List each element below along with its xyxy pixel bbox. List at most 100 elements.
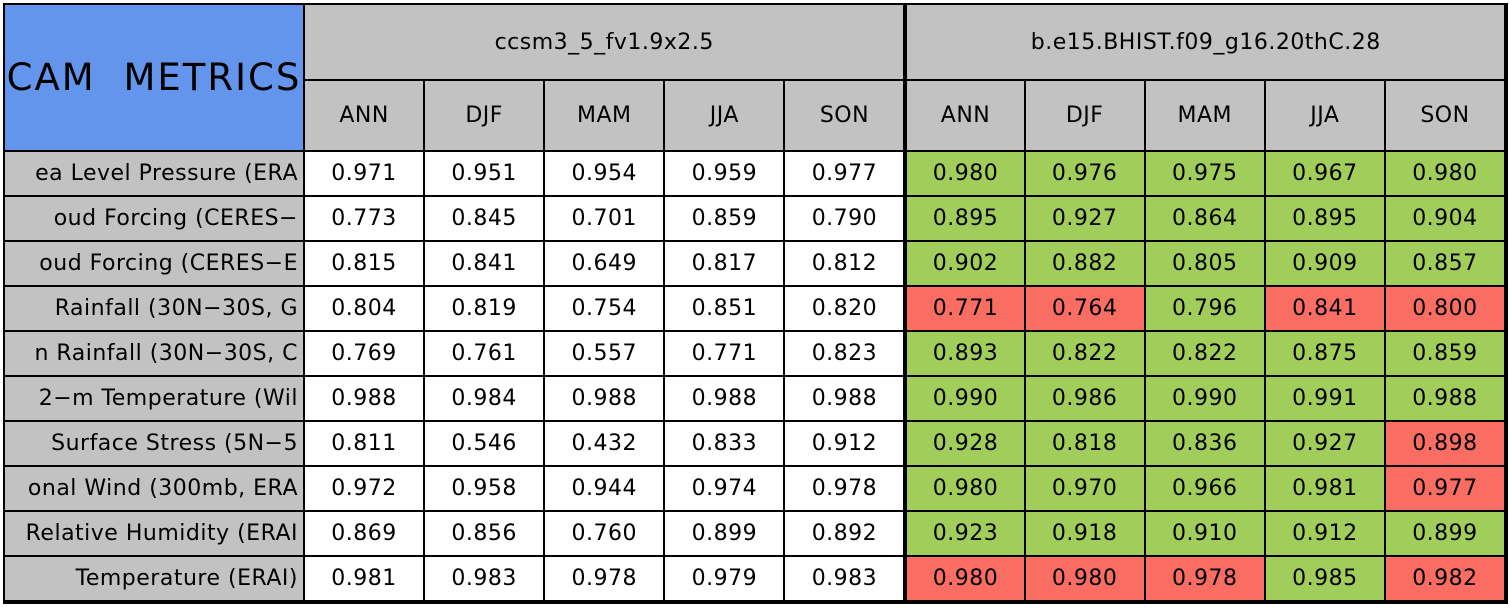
metric-value-cell-m2: 0.898 [1385, 422, 1506, 467]
season-header-son-m2: SON [1385, 81, 1506, 152]
metric-value-cell-m1: 0.811 [305, 422, 426, 467]
season-header-son-m1: SON [785, 81, 906, 152]
metric-row-label: Relative Humidity (ERAI [5, 512, 305, 557]
metric-value-cell-m1: 0.701 [545, 197, 666, 242]
metric-value-cell-m2: 0.970 [1025, 467, 1146, 512]
metric-row-label: Temperature (ERAI) [5, 557, 305, 602]
metric-value-cell-m1: 0.817 [665, 242, 786, 287]
metric-value-cell-m1: 0.988 [305, 377, 426, 422]
metric-row-label: ea Level Pressure (ERA [5, 152, 305, 197]
metric-value-cell-m2: 0.864 [1145, 197, 1266, 242]
metric-row-label: n Rainfall (30N−30S, C [5, 332, 305, 377]
metric-value-cell-m2: 0.875 [1265, 332, 1386, 377]
metric-value-cell-m1: 0.977 [785, 152, 906, 197]
metric-value-cell-m2: 0.822 [1145, 332, 1266, 377]
metric-value-cell-m2: 0.764 [1025, 287, 1146, 332]
metric-value-cell-m1: 0.820 [785, 287, 906, 332]
metric-value-cell-m2: 0.912 [1265, 512, 1386, 557]
metric-value-cell-m2: 0.985 [1265, 557, 1386, 602]
metric-row-label: 2−m Temperature (Wil [5, 377, 305, 422]
metric-value-cell-m1: 0.760 [545, 512, 666, 557]
metric-value-cell-m1: 0.856 [425, 512, 546, 557]
metric-value-cell-m1: 0.988 [785, 377, 906, 422]
metric-value-cell-m2: 0.986 [1025, 377, 1146, 422]
metric-value-cell-m1: 0.761 [425, 332, 546, 377]
metric-value-cell-m2: 0.978 [1145, 557, 1266, 602]
metric-value-cell-m1: 0.899 [665, 512, 786, 557]
metric-value-cell-m2: 0.980 [905, 467, 1026, 512]
metric-row-label: Surface Stress (5N−5 [5, 422, 305, 467]
model2-group-header: b.e15.BHIST.f09_g16.20thC.28 [905, 5, 1506, 81]
metric-value-cell-m2: 0.966 [1145, 467, 1266, 512]
metric-value-cell-m1: 0.859 [665, 197, 786, 242]
metric-value-cell-m2: 0.800 [1385, 287, 1506, 332]
metric-value-cell-m2: 0.923 [905, 512, 1026, 557]
metric-row-label: Rainfall (30N−30S, G [5, 287, 305, 332]
metric-value-cell-m2: 0.893 [905, 332, 1026, 377]
metric-value-cell-m2: 0.982 [1385, 557, 1506, 602]
metric-value-cell-m1: 0.819 [425, 287, 546, 332]
metric-value-cell-m1: 0.649 [545, 242, 666, 287]
metric-value-cell-m1: 0.815 [305, 242, 426, 287]
metric-value-cell-m2: 0.980 [905, 557, 1026, 602]
metric-value-cell-m2: 0.927 [1025, 197, 1146, 242]
metric-value-cell-m1: 0.984 [425, 377, 546, 422]
metric-value-cell-m1: 0.971 [305, 152, 426, 197]
metric-value-cell-m2: 0.771 [905, 287, 1026, 332]
season-header-djf-m1: DJF [425, 81, 546, 152]
metric-value-cell-m2: 0.910 [1145, 512, 1266, 557]
metric-value-cell-m2: 0.975 [1145, 152, 1266, 197]
metric-value-cell-m2: 0.857 [1385, 242, 1506, 287]
metric-value-cell-m1: 0.754 [545, 287, 666, 332]
metric-value-cell-m1: 0.804 [305, 287, 426, 332]
metric-value-cell-m1: 0.983 [785, 557, 906, 602]
metric-value-cell-m1: 0.978 [545, 557, 666, 602]
metric-value-cell-m1: 0.869 [305, 512, 426, 557]
season-header-mam-m2: MAM [1145, 81, 1266, 152]
metric-value-cell-m2: 0.980 [905, 152, 1026, 197]
metric-row-label: oud Forcing (CERES−E [5, 242, 305, 287]
season-header-ann-m2: ANN [905, 81, 1026, 152]
metric-value-cell-m1: 0.841 [425, 242, 546, 287]
metric-value-cell-m2: 0.909 [1265, 242, 1386, 287]
metric-value-cell-m2: 0.981 [1265, 467, 1386, 512]
metric-value-cell-m2: 0.990 [905, 377, 1026, 422]
metric-value-cell-m1: 0.983 [425, 557, 546, 602]
metric-value-cell-m1: 0.988 [665, 377, 786, 422]
metric-value-cell-m1: 0.773 [305, 197, 426, 242]
metric-value-cell-m1: 0.972 [305, 467, 426, 512]
metric-value-cell-m2: 0.822 [1025, 332, 1146, 377]
metric-value-cell-m2: 0.990 [1145, 377, 1266, 422]
metric-value-cell-m2: 0.967 [1265, 152, 1386, 197]
metric-value-cell-m1: 0.978 [785, 467, 906, 512]
season-header-jja-m2: JJA [1265, 81, 1386, 152]
metric-value-cell-m2: 0.991 [1265, 377, 1386, 422]
metric-value-cell-m2: 0.918 [1025, 512, 1146, 557]
metric-value-cell-m1: 0.790 [785, 197, 906, 242]
model1-group-header: ccsm3_5_fv1.9x2.5 [305, 5, 906, 81]
metric-value-cell-m2: 0.836 [1145, 422, 1266, 467]
metric-value-cell-m1: 0.954 [545, 152, 666, 197]
metric-value-cell-m2: 0.841 [1265, 287, 1386, 332]
table-title-box: CAM METRICS [5, 5, 305, 152]
metric-value-cell-m2: 0.980 [1385, 152, 1506, 197]
metric-value-cell-m2: 0.928 [905, 422, 1026, 467]
metric-value-cell-m1: 0.771 [665, 332, 786, 377]
metric-value-cell-m2: 0.988 [1385, 377, 1506, 422]
metric-value-cell-m1: 0.851 [665, 287, 786, 332]
cam-metrics-table: CAM METRICS ccsm3_5_fv1.9x2.5 b.e15.BHIS… [3, 3, 1508, 604]
metric-value-cell-m2: 0.902 [905, 242, 1026, 287]
metric-value-cell-m1: 0.974 [665, 467, 786, 512]
metric-value-cell-m2: 0.980 [1025, 557, 1146, 602]
metric-value-cell-m1: 0.546 [425, 422, 546, 467]
metric-value-cell-m2: 0.904 [1385, 197, 1506, 242]
metric-value-cell-m2: 0.895 [1265, 197, 1386, 242]
metric-value-cell-m1: 0.845 [425, 197, 546, 242]
season-header-mam-m1: MAM [545, 81, 666, 152]
metric-value-cell-m1: 0.944 [545, 467, 666, 512]
metric-value-cell-m1: 0.981 [305, 557, 426, 602]
metric-row-label: oud Forcing (CERES− [5, 197, 305, 242]
metric-value-cell-m2: 0.895 [905, 197, 1026, 242]
metric-value-cell-m1: 0.823 [785, 332, 906, 377]
metric-value-cell-m2: 0.976 [1025, 152, 1146, 197]
